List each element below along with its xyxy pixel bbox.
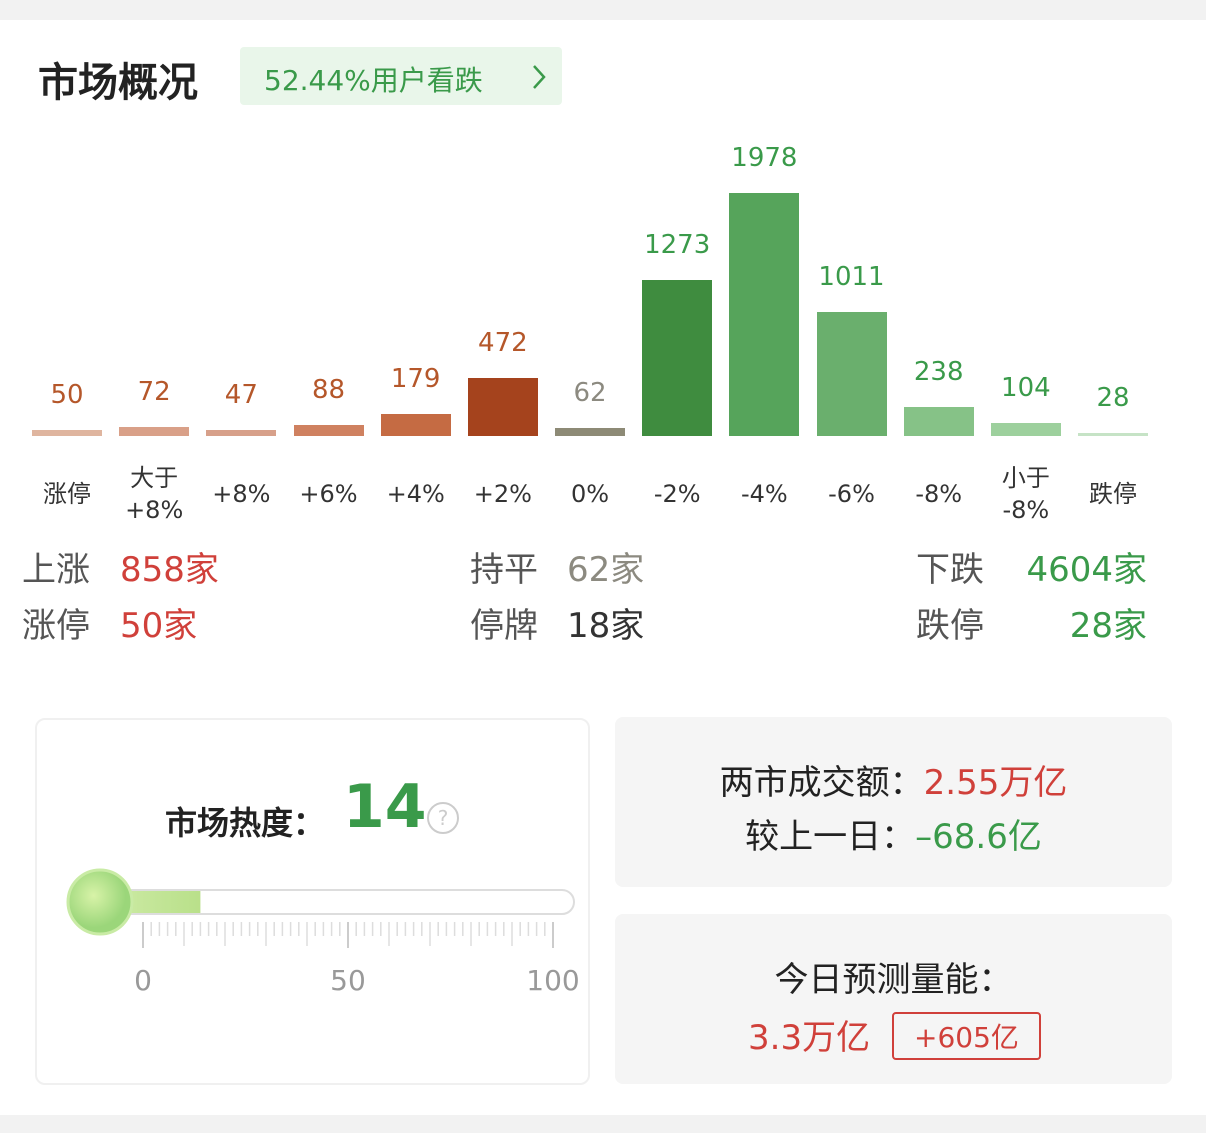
turnover-card: 两市成交额：2.55万亿 较上一日：–68.6亿 [615, 717, 1172, 887]
tick-label: 0 [134, 964, 152, 997]
bar [467, 378, 538, 436]
tick-label: 100 [526, 964, 579, 997]
tick-label: 50 [330, 964, 366, 997]
category-label: -2% [653, 480, 701, 508]
forecast-card: 今日预测量能： 3.3万亿 +605亿 [615, 914, 1172, 1084]
bar [990, 423, 1061, 436]
bar [1078, 432, 1149, 436]
summary-label: 上涨 [22, 550, 90, 590]
forecast-change: +605亿 [892, 1012, 1041, 1060]
category-label: +4% [386, 480, 445, 508]
bar [816, 311, 887, 436]
bar [206, 430, 277, 436]
title: 市场概况 [38, 60, 198, 106]
category-label: +8% [212, 480, 271, 508]
summary-value: 50家 [120, 606, 198, 646]
forecast-label: 今日预测量能： [774, 960, 1013, 1000]
category-label: +2% [473, 480, 532, 508]
bar [903, 406, 974, 436]
bar [642, 279, 713, 436]
heat-card: 市场热度： 14 ? 0 50 100 [35, 718, 590, 1085]
summary-value: 4604家 [1026, 550, 1147, 590]
bar [380, 414, 451, 436]
category-label: 跌停 [1089, 480, 1138, 508]
bar [119, 427, 190, 436]
value-label: 1978 [731, 143, 798, 173]
forecast-value: 3.3万亿 [748, 1018, 871, 1058]
summary-value: 28家 [1069, 606, 1147, 646]
change-label: 较上一日： [745, 817, 916, 857]
summary-value: 18家 [567, 606, 645, 646]
category-label: -6% [828, 480, 875, 508]
turnover-label: 两市成交额： [719, 763, 924, 803]
heat-label: 市场热度： [165, 804, 326, 842]
category-label: -4% [740, 480, 788, 508]
value-label: 62 [573, 378, 607, 409]
summary-label: 持平 [470, 550, 538, 590]
value-label: 472 [478, 328, 528, 358]
value-label: 28 [1096, 382, 1130, 413]
bar [555, 428, 626, 436]
value-label: 72 [137, 377, 171, 408]
market-card: 市场概况 52.44%用户看跌 50 涨停 72 大于 +8% 47 +8% 88 +6% 17… [0, 20, 1206, 1115]
value-label: 1273 [644, 229, 711, 260]
summary-value: 62家 [567, 550, 645, 590]
category-label: +6% [299, 480, 358, 508]
gauge-knob [66, 868, 134, 936]
bar [729, 193, 800, 436]
summary-label: 下跌 [916, 550, 984, 590]
value-label: 238 [913, 356, 964, 387]
change-value: –68.6亿 [915, 817, 1042, 857]
category-label: 涨停 [43, 480, 91, 508]
bar [32, 429, 102, 436]
heat-gauge: 0 50 100 [66, 868, 580, 997]
bar [293, 425, 364, 436]
badge-text: 52.44%用户看跌 [264, 64, 483, 97]
summary-label: 停牌 [470, 606, 538, 646]
category-label: -8% [915, 480, 963, 508]
distribution-chart: 50 涨停 72 大于 +8% 47 +8% 88 +6% 179 +4% 472 +2% 62 0% 12… [0, 20, 1206, 540]
chevron [533, 65, 546, 89]
summary-value: 858家 [120, 550, 219, 590]
category-label: 大于 +8% [125, 464, 184, 524]
category-label: 0% [570, 480, 610, 508]
value-label: 50 [50, 379, 84, 410]
heat-value: 14 [343, 772, 427, 842]
value-label: 47 [224, 380, 258, 411]
value-label: 88 [311, 375, 346, 406]
help-icon[interactable]: ? [427, 802, 459, 834]
summary-label: 涨停 [22, 606, 90, 646]
summary-label: 跌停 [916, 606, 984, 646]
category-label: 小于 -8% [1001, 464, 1050, 524]
value-label: 1011 [818, 261, 885, 292]
value-label: 179 [390, 364, 441, 394]
sentiment-badge[interactable]: 52.44%用户看跌 [240, 47, 562, 105]
value-label: 104 [1001, 373, 1051, 404]
turnover-value: 2.55万亿 [923, 763, 1068, 803]
